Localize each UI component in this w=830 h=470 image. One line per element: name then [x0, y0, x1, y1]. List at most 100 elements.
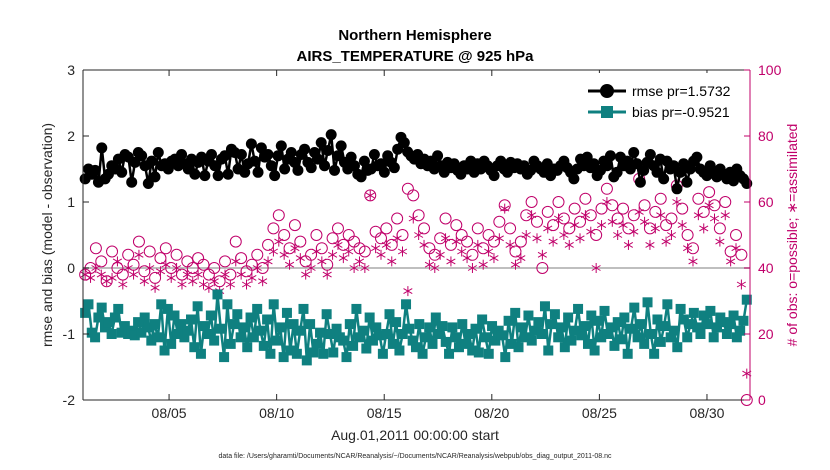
- bias-point: [272, 335, 283, 346]
- obs-assimilated-marker: [564, 239, 574, 250]
- y-right-tick-label: 60: [758, 194, 774, 210]
- bias-point: [463, 329, 474, 339]
- bias-point: [645, 329, 656, 339]
- obs-assimilated-marker: [128, 269, 139, 280]
- obs-possible-marker: [331, 222, 344, 235]
- obs-assimilated-marker: [645, 239, 655, 250]
- bias-point: [162, 303, 173, 314]
- bias-point: [182, 325, 193, 336]
- bias-point: [741, 294, 752, 305]
- bias-point: [225, 338, 236, 349]
- x-tick-label: 08/25: [582, 405, 617, 421]
- bias-point: [721, 329, 732, 339]
- bias-point: [457, 319, 468, 330]
- y-left-tick-label: 3: [67, 62, 75, 78]
- obs-possible-marker: [600, 182, 613, 195]
- rmse-point: [146, 155, 158, 167]
- obs-assimilated-marker: [376, 249, 386, 260]
- bias-point: [255, 325, 266, 336]
- obs-assimilated-marker: [623, 239, 634, 250]
- rmse-point: [674, 166, 686, 178]
- bias-point: [619, 312, 630, 323]
- bias-point: [420, 332, 431, 343]
- bias-point: [731, 332, 742, 343]
- rmse-point: [269, 170, 281, 182]
- obs-assimilated-marker: [96, 269, 106, 280]
- obs-assimilated-marker: [543, 223, 553, 234]
- obs-assimilated-marker: [284, 259, 295, 270]
- rmse-point: [305, 162, 317, 174]
- bias-point: [364, 312, 375, 323]
- obs-assimilated-marker: [537, 249, 547, 260]
- obs-possible-marker: [471, 222, 484, 235]
- bias-point: [143, 322, 154, 333]
- bias-point: [430, 312, 441, 323]
- bias-point: [688, 307, 699, 318]
- obs-assimilated-marker: [430, 263, 440, 273]
- obs-possible-marker: [278, 229, 291, 241]
- bias-point: [262, 314, 273, 325]
- rmse-point: [658, 173, 670, 185]
- bias-point: [159, 345, 170, 356]
- bias-point: [705, 305, 716, 316]
- bias-point: [265, 348, 276, 359]
- bias-point: [417, 348, 428, 359]
- bias-point: [394, 345, 405, 356]
- bias-point: [116, 327, 127, 338]
- bias-point: [609, 340, 620, 351]
- obs-assimilated-marker: [123, 263, 133, 273]
- bias-point: [440, 336, 451, 347]
- obs-possible-marker: [579, 192, 592, 205]
- rmse-point: [152, 147, 164, 158]
- obs-assimilated-marker: [166, 272, 176, 283]
- bias-series-layer: [80, 289, 752, 366]
- bias-point: [348, 340, 359, 351]
- obs-possible-marker: [617, 202, 630, 215]
- obs-assimilated-marker: [387, 256, 397, 267]
- obs-assimilated-marker: [446, 256, 456, 267]
- obs-assimilated-marker: [457, 246, 467, 257]
- bias-point: [487, 321, 498, 332]
- rmse-point: [149, 171, 161, 183]
- bias-point: [533, 317, 544, 328]
- bias-point: [453, 342, 464, 353]
- obs-assimilated-marker: [279, 249, 289, 260]
- obs-possible-marker: [525, 196, 538, 208]
- bias-point: [470, 323, 481, 334]
- legend-rmse-marker: [600, 84, 614, 98]
- bias-point: [301, 355, 312, 366]
- bias-point: [113, 303, 124, 314]
- bias-point: [539, 301, 550, 312]
- bias-point: [692, 322, 703, 333]
- y-right-tick-label: 80: [758, 128, 774, 144]
- obs-assimilated-marker: [392, 233, 402, 244]
- bias-point: [129, 330, 140, 341]
- obs-assimilated-marker: [209, 276, 219, 287]
- obs-assimilated-marker: [532, 233, 542, 244]
- obs-possible-marker: [267, 222, 280, 235]
- bias-point: [596, 332, 607, 343]
- bias-point: [248, 332, 259, 343]
- bias-point: [212, 289, 223, 300]
- bias-point: [718, 317, 729, 328]
- obs-assimilated-marker: [575, 233, 585, 244]
- bias-point: [192, 301, 203, 312]
- obs-possible-marker: [122, 248, 135, 261]
- bias-point: [573, 303, 584, 314]
- bias-point: [83, 299, 94, 310]
- bias-point: [460, 338, 471, 349]
- obs-assimilated-marker: [252, 263, 262, 273]
- obs-assimilated-marker: [440, 233, 451, 244]
- rmse-point: [89, 164, 101, 176]
- rmse-point: [275, 140, 287, 152]
- bias-point: [738, 315, 749, 326]
- bias-point: [665, 332, 676, 343]
- bias-point: [133, 317, 144, 328]
- x-tick-label: 08/15: [367, 405, 402, 421]
- obs-assimilated-marker: [613, 230, 623, 240]
- obs-assimilated-marker: [349, 263, 359, 273]
- x-tick-label: 08/10: [259, 405, 294, 421]
- bias-point: [295, 325, 306, 336]
- obs-possible-marker: [595, 202, 608, 215]
- bias-point: [344, 319, 355, 330]
